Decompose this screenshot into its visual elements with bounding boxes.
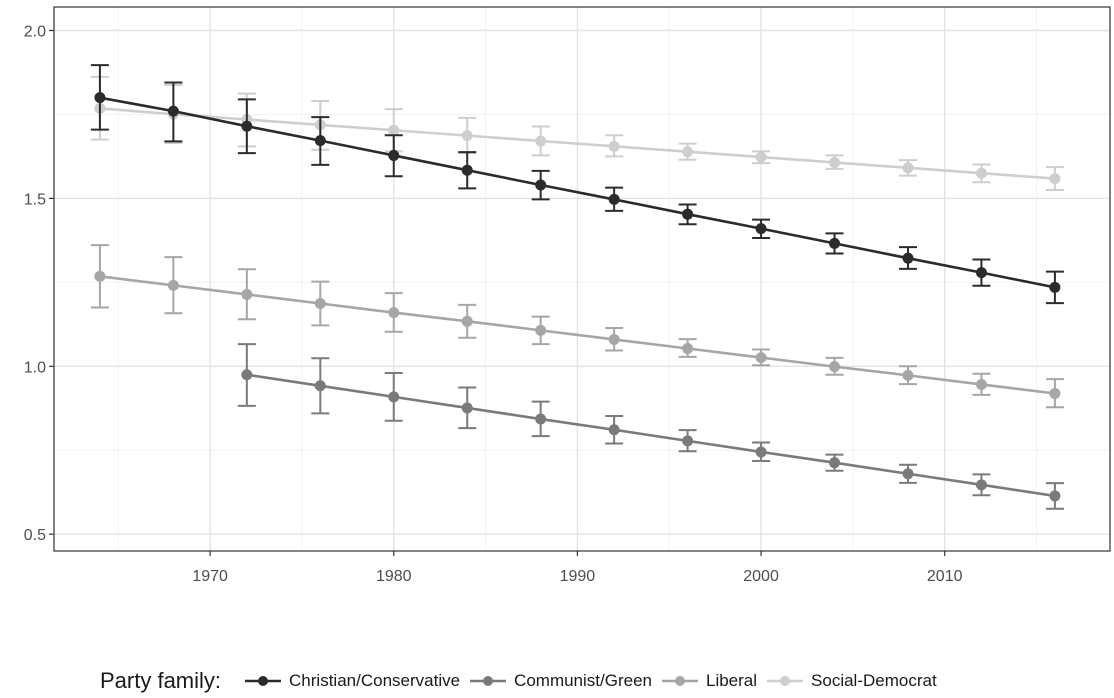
series-0 xyxy=(90,64,1064,305)
data-point xyxy=(461,164,473,176)
data-point xyxy=(902,162,914,174)
data-point xyxy=(608,424,620,436)
legend-label: Communist/Green xyxy=(514,671,652,690)
legend-label: Christian/Conservative xyxy=(289,671,461,690)
data-point xyxy=(1049,388,1061,400)
series-layer xyxy=(90,64,1064,510)
data-point xyxy=(314,298,326,310)
data-point xyxy=(902,468,914,480)
data-point xyxy=(388,149,400,161)
plot-border xyxy=(53,6,1111,552)
series-line xyxy=(246,373,1056,498)
legend-item-2: Liberal xyxy=(660,671,757,691)
data-point xyxy=(608,333,620,345)
y-tick-label: 2.0 xyxy=(24,24,46,41)
data-point xyxy=(829,237,841,249)
x-tick-label: 1970 xyxy=(192,568,228,585)
series-line xyxy=(99,275,1056,395)
y-tick-label: 0.5 xyxy=(24,527,46,544)
series-1 xyxy=(237,343,1064,510)
x-tick-label: 1990 xyxy=(560,568,596,585)
data-point xyxy=(388,124,400,136)
data-point xyxy=(461,315,473,327)
data-point xyxy=(829,156,841,168)
data-point xyxy=(975,479,987,491)
data-point xyxy=(388,391,400,403)
y-tick-label: 1.5 xyxy=(24,191,46,208)
data-point xyxy=(975,267,987,279)
data-point xyxy=(461,402,473,414)
data-point xyxy=(314,135,326,147)
data-point xyxy=(94,270,106,282)
data-point xyxy=(1049,173,1061,185)
data-point xyxy=(975,167,987,179)
data-point xyxy=(829,361,841,373)
data-point xyxy=(241,288,253,300)
legend-item-0: Christian/Conservative xyxy=(243,671,460,691)
legend-title: Party family: xyxy=(100,668,222,693)
data-point xyxy=(755,352,767,364)
y-tick-label: 1.0 xyxy=(24,359,46,376)
data-point xyxy=(535,135,547,147)
data-point xyxy=(535,324,547,336)
data-point xyxy=(167,105,179,117)
data-point xyxy=(755,223,767,235)
data-point xyxy=(755,446,767,458)
data-point xyxy=(902,252,914,264)
data-point xyxy=(755,151,767,163)
data-point xyxy=(682,435,694,447)
series-line xyxy=(99,96,1056,289)
legend-label: Social-Democrat xyxy=(811,671,937,690)
data-point xyxy=(682,343,694,355)
legend-key-icon xyxy=(470,676,507,686)
data-point xyxy=(94,92,106,104)
axes: 0.5 1.0 1.5 2.0 1970 1980 1990 2000 2010 xyxy=(24,24,963,585)
series-line xyxy=(99,107,1055,180)
x-tick-label: 1980 xyxy=(376,568,412,585)
plot-panel xyxy=(54,7,1110,551)
data-point xyxy=(682,208,694,220)
data-point xyxy=(241,120,253,132)
series-2 xyxy=(90,244,1064,409)
data-point xyxy=(535,179,547,191)
x-tick-label: 2010 xyxy=(927,568,963,585)
x-tick-label: 2000 xyxy=(743,568,779,585)
data-point xyxy=(975,378,987,390)
legend-key-icon xyxy=(245,676,282,686)
legend-label: Liberal xyxy=(705,671,758,690)
data-point xyxy=(829,457,841,469)
data-point xyxy=(902,369,914,381)
data-point xyxy=(535,413,547,425)
data-point xyxy=(167,279,179,291)
data-point xyxy=(1049,490,1061,502)
data-point xyxy=(461,130,473,142)
data-point xyxy=(682,146,694,158)
data-point xyxy=(608,193,620,205)
data-point xyxy=(388,307,400,319)
grid xyxy=(54,7,1110,551)
data-point xyxy=(241,369,253,381)
data-point xyxy=(608,140,620,152)
chart: 0.5 1.0 1.5 2.0 1970 1980 1990 2000 2010 xyxy=(24,6,1111,585)
legend-item-1: Communist/Green xyxy=(468,671,652,691)
data-point xyxy=(314,380,326,392)
legend-item-3: Social-Democrat xyxy=(765,671,937,691)
data-point xyxy=(1049,281,1061,293)
legend: Party family: Christian/Conservative Com… xyxy=(100,668,945,694)
legend-key-icon xyxy=(767,676,804,686)
legend-key-icon xyxy=(661,676,698,686)
